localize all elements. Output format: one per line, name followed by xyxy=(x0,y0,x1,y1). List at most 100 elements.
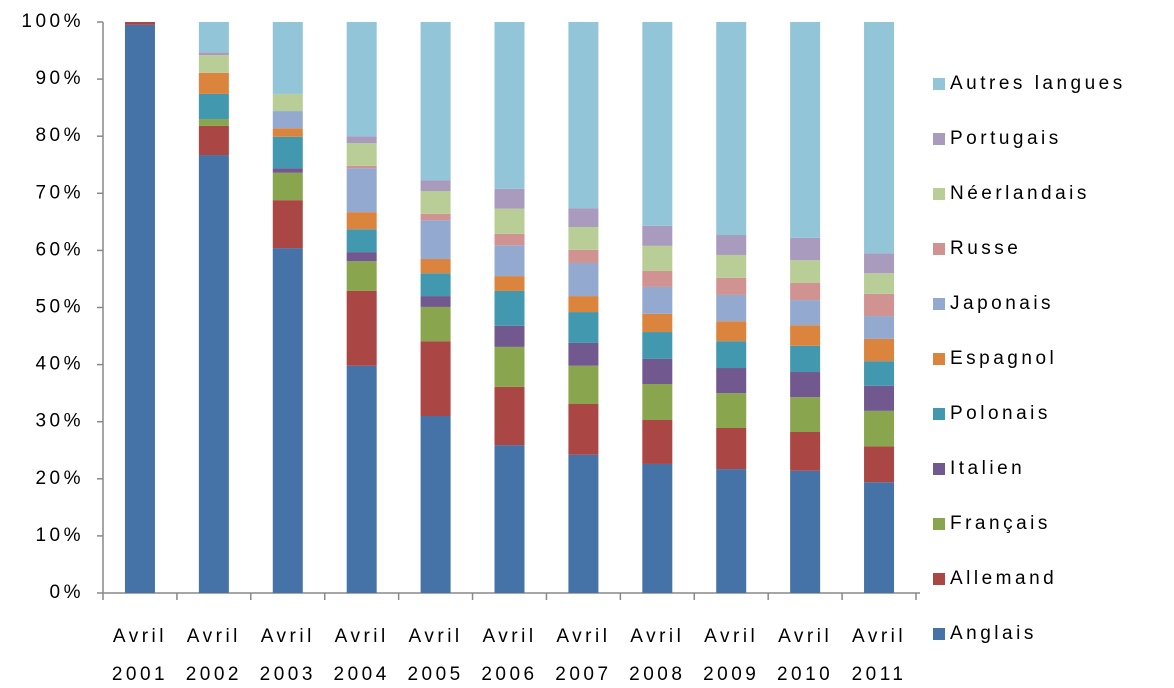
bar-segment xyxy=(790,260,821,283)
bar-segment xyxy=(494,445,525,593)
bar-segment xyxy=(420,296,451,307)
bar-segment xyxy=(716,368,747,394)
legend-swatch xyxy=(933,188,945,200)
y-tick-label: 40% xyxy=(35,354,84,375)
bar-segment xyxy=(494,325,525,347)
bar-segment xyxy=(864,361,895,386)
legend-swatch xyxy=(933,628,945,640)
bar-segment xyxy=(568,296,599,313)
bar-segment xyxy=(716,321,747,342)
bar-segment xyxy=(346,252,377,262)
bar-segment xyxy=(642,419,673,464)
legend-swatch xyxy=(933,243,945,255)
bar-segment xyxy=(272,22,303,94)
bar-segment xyxy=(642,332,673,359)
bar-segment xyxy=(568,262,599,297)
bar-segment xyxy=(198,22,229,53)
bar-segment xyxy=(420,22,451,181)
x-tick-label: Avril 2004 xyxy=(334,626,390,685)
bar-segment xyxy=(790,325,821,346)
bar-segment xyxy=(790,470,821,593)
bar-segment xyxy=(420,415,451,593)
bar-segment xyxy=(272,111,303,129)
bar-segment xyxy=(272,93,303,112)
bar-segment xyxy=(494,22,525,189)
bar-segment xyxy=(420,306,451,342)
bar-segment xyxy=(124,24,155,594)
legend-label: Autres langues xyxy=(950,73,1126,94)
bar-segment xyxy=(790,431,821,471)
bar-segment xyxy=(716,277,747,295)
bar-segment xyxy=(790,372,821,398)
bar-segment xyxy=(272,200,303,249)
legend-swatch xyxy=(933,298,945,310)
bar-segment xyxy=(198,155,229,593)
legend-swatch xyxy=(933,353,945,365)
y-tick-label: 70% xyxy=(35,182,84,203)
y-tick-label: 10% xyxy=(35,525,84,546)
bar-segment xyxy=(494,386,525,446)
bar-segment xyxy=(420,213,451,221)
x-tick-label: Avril 2002 xyxy=(186,626,242,685)
legend-swatch xyxy=(933,518,945,530)
bar-segment xyxy=(198,72,229,94)
legend-label: Russe xyxy=(950,238,1021,259)
bar-segment xyxy=(864,410,895,447)
y-tick-label: 0% xyxy=(50,582,84,603)
y-tick-label: 60% xyxy=(35,239,84,260)
bar-segment xyxy=(494,346,525,387)
bar-segment xyxy=(420,220,451,259)
bar-segment xyxy=(864,293,895,317)
legend-swatch xyxy=(933,78,945,90)
bar-segment xyxy=(864,338,895,362)
bar-segment xyxy=(642,463,673,593)
bar-segment xyxy=(494,290,525,326)
bar-segment xyxy=(716,427,747,470)
bar-segment xyxy=(716,469,747,593)
bar-segment xyxy=(716,234,747,255)
bar-segment xyxy=(346,212,377,230)
bar-segment xyxy=(568,208,599,227)
bar-segment xyxy=(346,136,377,144)
bar-segment xyxy=(790,300,821,326)
bar-segment xyxy=(420,273,451,297)
bar-segment xyxy=(642,313,673,333)
x-tick-label: Avril 2009 xyxy=(703,626,759,685)
bar-segment xyxy=(420,191,451,214)
bar-segment xyxy=(790,22,821,238)
bar-segment xyxy=(420,180,451,192)
legend-label: Italien xyxy=(950,458,1025,479)
legend-label: Polonais xyxy=(950,403,1051,424)
legend-swatch xyxy=(933,463,945,475)
bar-segment xyxy=(864,446,895,483)
x-tick-label: Avril 2005 xyxy=(407,626,463,685)
legend-label: Portugais xyxy=(950,128,1062,149)
bar-segment xyxy=(790,237,821,261)
bar-segment xyxy=(198,125,229,156)
legend-label: Français xyxy=(950,513,1051,534)
bar-segment xyxy=(568,454,599,593)
legend-label: Anglais xyxy=(950,623,1037,644)
bar-segment xyxy=(642,358,673,385)
legend-swatch xyxy=(933,573,945,585)
bar-segment xyxy=(420,341,451,416)
bar-segment xyxy=(864,316,895,339)
y-tick-label: 20% xyxy=(35,468,84,489)
legend-label: Espagnol xyxy=(950,348,1057,369)
x-tick-label: Avril 2008 xyxy=(629,626,685,685)
x-tick-label: Avril 2006 xyxy=(481,626,537,685)
legend-swatch xyxy=(933,133,945,145)
bar-segment xyxy=(642,225,673,246)
x-tick-label: Avril 2007 xyxy=(555,626,611,685)
bar-segment xyxy=(864,385,895,411)
bar-segment xyxy=(642,270,673,287)
bar-segment xyxy=(568,249,599,263)
bar-segment xyxy=(494,245,525,277)
bar-segment xyxy=(716,254,747,278)
bar-segment xyxy=(716,341,747,369)
bar-segment xyxy=(346,261,377,291)
x-tick-label: Avril 2001 xyxy=(112,626,168,685)
legend-label: Néerlandais xyxy=(950,183,1090,204)
bar-segment xyxy=(716,294,747,322)
